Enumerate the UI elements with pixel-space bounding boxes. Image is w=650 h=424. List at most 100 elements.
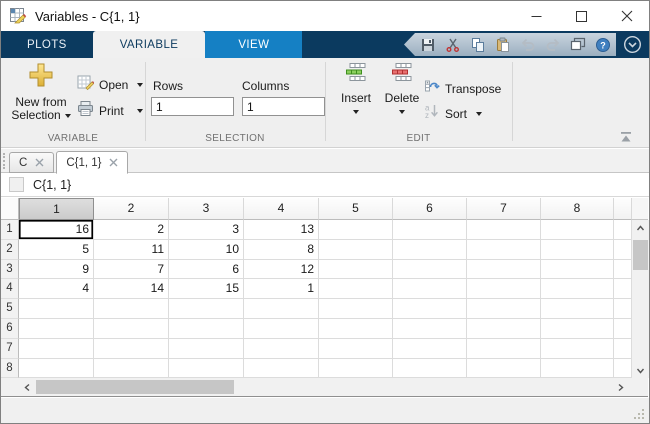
save-icon[interactable]	[420, 37, 436, 53]
table-cell[interactable]	[393, 239, 467, 260]
row-header[interactable]: 8	[1, 358, 19, 379]
table-cell[interactable]: 1	[244, 279, 319, 300]
row-header[interactable]: 6	[1, 318, 19, 339]
ribbon-tab-plots[interactable]: PLOTS	[27, 38, 67, 51]
ribbon-options-icon[interactable]	[623, 35, 642, 54]
scroll-up-icon[interactable]	[632, 220, 649, 236]
table-cell[interactable]	[244, 338, 319, 359]
table-cell[interactable]: 13	[244, 220, 319, 240]
table-cell[interactable]	[467, 338, 541, 359]
row-header[interactable]: 4	[1, 279, 19, 300]
print-button[interactable]: Print	[77, 100, 143, 122]
table-cell[interactable]	[94, 358, 169, 379]
columns-input[interactable]	[242, 97, 325, 116]
row-header[interactable]: 3	[1, 259, 19, 280]
table-cell[interactable]	[541, 338, 614, 359]
table-cell[interactable]	[393, 299, 467, 319]
windows-icon[interactable]	[570, 37, 586, 53]
table-cell[interactable]	[393, 220, 467, 240]
table-cell-partial[interactable]	[614, 239, 632, 260]
table-cell-partial[interactable]	[614, 318, 632, 339]
table-cell[interactable]	[393, 338, 467, 359]
table-cell[interactable]: 3	[169, 220, 244, 240]
maximize-button[interactable]	[559, 1, 604, 31]
table-cell[interactable]	[467, 220, 541, 240]
table-cell[interactable]	[319, 259, 393, 280]
table-cell[interactable]: 14	[94, 279, 169, 300]
scroll-down-icon[interactable]	[632, 362, 649, 378]
ribbon-tab-view[interactable]: VIEW	[205, 31, 303, 58]
column-header[interactable]: 1	[19, 198, 94, 220]
column-header[interactable]: 7	[467, 198, 541, 220]
table-cell[interactable]: 9	[19, 259, 94, 280]
table-cell[interactable]	[19, 358, 94, 379]
table-cell[interactable]	[319, 299, 393, 319]
table-cell[interactable]	[319, 239, 393, 260]
redo-icon[interactable]	[545, 37, 561, 53]
table-cell[interactable]	[541, 259, 614, 280]
open-button[interactable]: Open	[77, 74, 144, 96]
close-button[interactable]	[604, 1, 649, 31]
table-cell[interactable]: 2	[94, 220, 169, 240]
table-cell[interactable]	[541, 279, 614, 300]
cut-icon[interactable]	[445, 37, 461, 53]
table-cell[interactable]: 10	[169, 239, 244, 260]
row-header[interactable]: 1	[1, 220, 19, 240]
table-cell-partial[interactable]	[614, 220, 632, 240]
table-cell[interactable]	[393, 318, 467, 339]
insert-button[interactable]: Insert	[334, 62, 378, 118]
copy-icon[interactable]	[470, 37, 486, 53]
table-cell[interactable]: 16	[19, 220, 94, 240]
table-cell[interactable]	[467, 318, 541, 339]
document-tab-inactive[interactable]: C	[9, 152, 55, 173]
document-tab-active[interactable]: C{1, 1}	[56, 151, 129, 174]
table-cell[interactable]	[467, 358, 541, 379]
table-cell[interactable]	[393, 279, 467, 300]
table-cell[interactable]	[169, 299, 244, 319]
table-cell[interactable]	[393, 259, 467, 280]
table-cell[interactable]	[319, 220, 393, 240]
table-cell[interactable]	[541, 239, 614, 260]
table-cell[interactable]: 12	[244, 259, 319, 280]
column-header[interactable]: 3	[169, 198, 244, 220]
table-cell[interactable]	[169, 338, 244, 359]
table-cell[interactable]	[19, 299, 94, 319]
table-cell[interactable]	[244, 318, 319, 339]
scroll-left-icon[interactable]	[19, 378, 35, 396]
table-cell[interactable]	[467, 259, 541, 280]
resize-grip[interactable]	[633, 408, 645, 420]
column-header[interactable]: 2	[94, 198, 169, 220]
table-cell-partial[interactable]	[614, 299, 632, 319]
table-cell-partial[interactable]	[614, 338, 632, 359]
ribbon-tab-variable[interactable]: VARIABLE	[92, 31, 206, 58]
column-header[interactable]: 8	[541, 198, 614, 220]
transpose-button[interactable]: Transpose	[424, 78, 501, 99]
horizontal-scroll-thumb[interactable]	[36, 380, 234, 394]
vertical-scrollbar[interactable]	[632, 220, 649, 378]
tab-bar-grip[interactable]	[3, 153, 7, 169]
delete-button[interactable]: Delete	[380, 62, 424, 118]
table-cell[interactable]	[467, 279, 541, 300]
row-header[interactable]: 7	[1, 338, 19, 359]
table-cell[interactable]	[541, 299, 614, 319]
row-header[interactable]: 5	[1, 299, 19, 319]
column-header[interactable]: 5	[319, 198, 393, 220]
table-cell-partial[interactable]	[614, 259, 632, 280]
minimize-button[interactable]	[514, 1, 559, 31]
column-header[interactable]: 4	[244, 198, 319, 220]
table-cell[interactable]	[94, 318, 169, 339]
table-cell-partial[interactable]	[614, 358, 632, 379]
tab-close-icon[interactable]	[35, 158, 44, 167]
table-cell[interactable]: 11	[94, 239, 169, 260]
table-cell[interactable]	[541, 318, 614, 339]
table-cell[interactable]	[319, 279, 393, 300]
column-header[interactable]: 6	[393, 198, 467, 220]
scroll-right-icon[interactable]	[612, 378, 628, 396]
new-from-selection-button[interactable]: New from Selection	[7, 62, 75, 122]
table-cell[interactable]: 4	[19, 279, 94, 300]
table-cell[interactable]	[169, 358, 244, 379]
table-cell[interactable]	[244, 358, 319, 379]
table-cell[interactable]	[19, 318, 94, 339]
horizontal-scrollbar[interactable]	[1, 378, 648, 397]
